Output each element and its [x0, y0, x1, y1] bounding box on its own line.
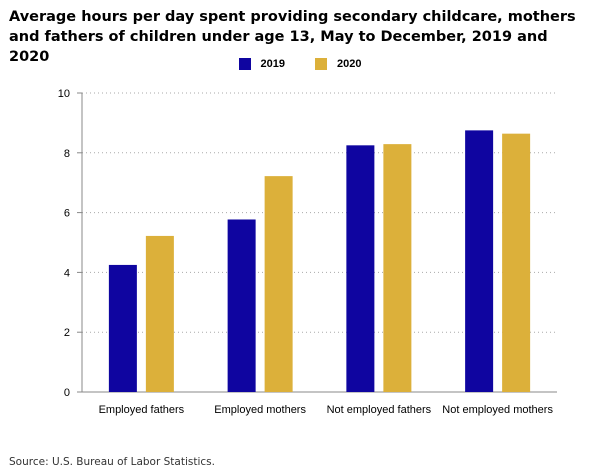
legend-swatch-2020 [315, 58, 327, 70]
x-tick-label: Not employed fathers [327, 404, 432, 416]
y-tick-label: 2 [64, 327, 70, 339]
bar-2020-1 [264, 176, 293, 392]
legend-label-2019: 2019 [260, 58, 285, 70]
y-tick-label: 8 [64, 148, 70, 160]
legend: 2019 2020 [0, 58, 600, 70]
legend-item-2019: 2019 [238, 58, 285, 70]
bar-2019-0 [108, 264, 137, 392]
source-note: Source: U.S. Bureau of Labor Statistics. [9, 456, 215, 468]
legend-label-2020: 2020 [337, 58, 362, 70]
y-tick-label: 4 [64, 267, 70, 279]
bar-2020-3 [502, 133, 531, 392]
bar-2019-1 [227, 219, 256, 392]
chart-title: Average hours per day spent providing se… [9, 9, 576, 65]
x-tick-label: Employed mothers [214, 404, 306, 416]
y-tick-label: 10 [58, 88, 70, 100]
bar-2019-2 [346, 145, 375, 392]
x-tick-label: Not employed mothers [442, 404, 553, 416]
x-tick-label: Employed fathers [99, 404, 185, 416]
bar-2020-0 [145, 235, 174, 392]
y-tick-label: 6 [64, 208, 70, 220]
bar-2019-3 [465, 130, 494, 392]
bar-2020-2 [383, 144, 412, 392]
legend-swatch-2019 [238, 58, 251, 70]
y-tick-label: 0 [64, 387, 70, 399]
legend-item-2020: 2020 [315, 58, 361, 70]
